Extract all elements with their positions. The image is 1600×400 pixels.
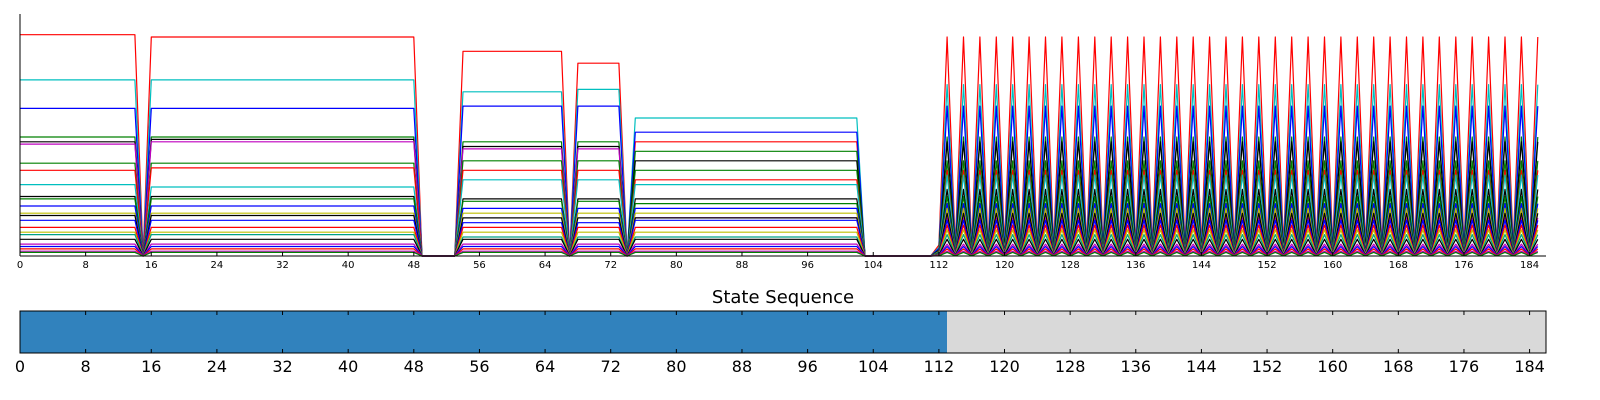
state-x-tick-label: 144 [1186, 357, 1217, 376]
x-tick-label: 136 [1126, 260, 1145, 271]
x-tick-label: 32 [276, 260, 289, 271]
x-tick-label: 160 [1323, 260, 1342, 271]
series-line [20, 251, 1539, 257]
state-x-tick-label: 160 [1317, 357, 1348, 376]
state-x-tick-label: 16 [141, 357, 161, 376]
x-tick-label: 48 [407, 260, 420, 271]
x-tick-label: 128 [1061, 260, 1080, 271]
feature-line-plot: 0 8 16 24 32 40 48 56 64 72 80 88 96 104 112 120 128 136 1… [17, 14, 1546, 271]
state-x-tick-label: 152 [1252, 357, 1283, 376]
state-x-tick-label: 112 [924, 357, 955, 376]
state-x-ticks: 0 8 16 24 32 40 48 56 64 72 80 88 96 104 112 120 128 136 1… [15, 311, 1545, 376]
state-frame [19, 310, 1547, 354]
state-x-tick-label: 56 [469, 357, 489, 376]
state-sequence-title: State Sequence [712, 287, 854, 308]
x-tick-label: 24 [211, 260, 224, 271]
x-tick-label: 104 [864, 260, 883, 271]
state-x-tick-label: 24 [207, 357, 227, 376]
x-ticks: 0 8 16 24 32 40 48 56 64 72 80 88 96 104 112 120 128 136 1… [17, 252, 1539, 271]
x-tick-label: 80 [670, 260, 683, 271]
state-x-tick-label: 96 [797, 357, 817, 376]
state-x-tick-label: 8 [81, 357, 91, 376]
x-tick-label: 8 [82, 260, 88, 271]
x-tick-label: 16 [145, 260, 158, 271]
x-tick-label: 88 [736, 260, 749, 271]
x-tick-label: 152 [1258, 260, 1277, 271]
state-x-tick-label: 0 [15, 357, 25, 376]
state-x-tick-label: 40 [338, 357, 358, 376]
state-bars [20, 311, 1546, 353]
series-lines [20, 34, 1539, 257]
state-x-tick-label: 176 [1449, 357, 1480, 376]
state-x-tick-label: 80 [666, 357, 686, 376]
state-sequence-plot: State Sequence 0 8 16 24 32 40 48 56 64 72 80 88 96 1… [15, 287, 1547, 376]
state-x-tick-label: 72 [601, 357, 621, 376]
state-x-tick-label: 48 [404, 357, 424, 376]
x-tick-label: 96 [801, 260, 814, 271]
state-bar [20, 311, 948, 353]
x-tick-label: 0 [17, 260, 23, 271]
state-x-tick-label: 104 [858, 357, 889, 376]
state-x-tick-label: 128 [1055, 357, 1086, 376]
x-tick-label: 40 [342, 260, 355, 271]
state-x-tick-label: 120 [989, 357, 1020, 376]
state-x-tick-label: 136 [1121, 357, 1152, 376]
state-x-tick-label: 184 [1514, 357, 1545, 376]
x-tick-label: 56 [473, 260, 486, 271]
x-tick-label: 120 [995, 260, 1014, 271]
x-tick-label: 112 [929, 260, 948, 271]
x-tick-label: 64 [539, 260, 552, 271]
state-x-tick-label: 64 [535, 357, 555, 376]
state-bar [947, 311, 1546, 353]
x-tick-label: 144 [1192, 260, 1211, 271]
x-tick-label: 176 [1454, 260, 1473, 271]
x-tick-label: 72 [604, 260, 617, 271]
state-x-tick-label: 168 [1383, 357, 1414, 376]
x-tick-label: 184 [1520, 260, 1539, 271]
state-x-tick-label: 88 [732, 357, 752, 376]
x-tick-label: 168 [1389, 260, 1408, 271]
state-x-tick-label: 32 [272, 357, 292, 376]
